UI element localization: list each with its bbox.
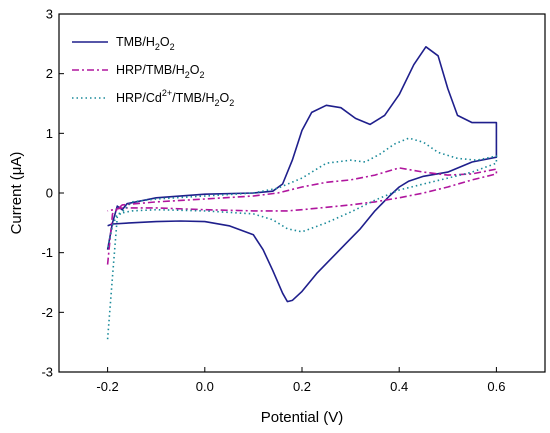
- x-tick-label: 0.2: [293, 379, 311, 394]
- x-tick-label: 0.4: [390, 379, 408, 394]
- legend-label-series-2: HRP/TMB/H2O2: [116, 63, 205, 80]
- x-tick-label: 0.6: [487, 379, 505, 394]
- y-tick-label: -2: [41, 305, 53, 320]
- y-tick-label: 2: [46, 66, 53, 81]
- y-axis-title: Current (μA): [8, 152, 25, 235]
- y-tick-label: -3: [41, 365, 53, 380]
- series-line-2: [106, 167, 498, 265]
- x-tick-label: 0.0: [196, 379, 214, 394]
- legend: TMB/H2O2 HRP/TMB/H2O2 HRP/Cd2+/TMB/H2O2: [72, 35, 234, 108]
- y-tick-label: 1: [46, 126, 53, 141]
- x-axis-ticks: -0.2 0.0 0.2 0.4 0.6: [96, 367, 505, 394]
- y-tick-label: -1: [41, 245, 53, 260]
- y-axis-ticks: -3 -2 -1 0 1 2 3: [41, 7, 64, 380]
- y-tick-label: 0: [46, 186, 53, 201]
- legend-label-series-3: HRP/Cd2+/TMB/H2O2: [116, 88, 234, 108]
- series-line-3: [106, 137, 498, 340]
- series-line-1: [106, 46, 498, 303]
- x-tick-label: -0.2: [96, 379, 118, 394]
- x-axis-title: Potential (V): [261, 409, 344, 426]
- legend-label-series-1: TMB/H2O2: [116, 35, 175, 52]
- series-layer: [106, 46, 498, 340]
- y-tick-label: 3: [46, 7, 53, 22]
